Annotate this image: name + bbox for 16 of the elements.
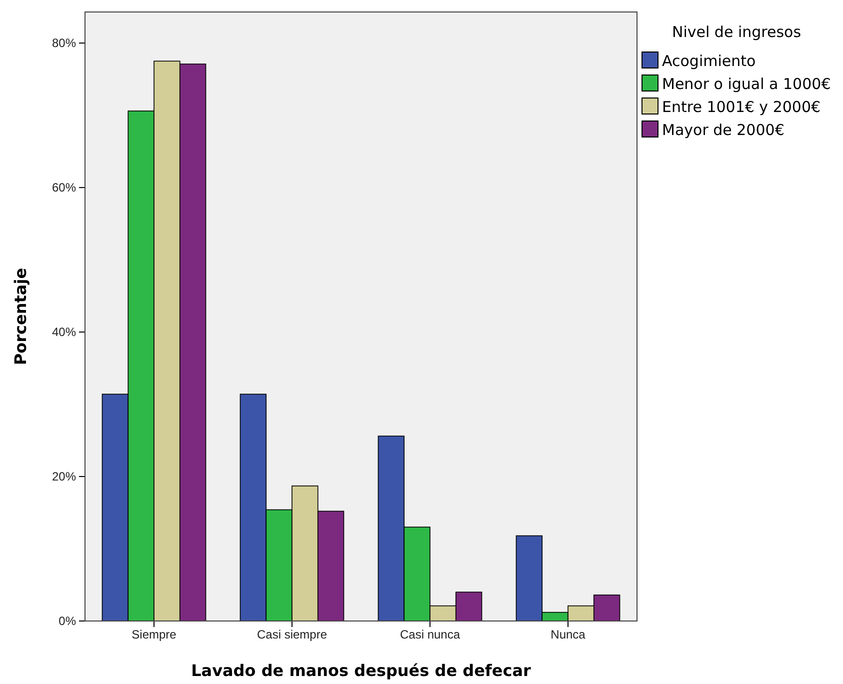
y-tick-label: 0% bbox=[58, 614, 76, 628]
legend-title: Nivel de ingresos bbox=[672, 23, 802, 41]
x-tick-label: Nunca bbox=[550, 628, 586, 642]
legend-label: Acogimiento bbox=[662, 52, 756, 70]
y-tick-label: 40% bbox=[52, 324, 76, 339]
x-axis-title: Lavado de manos después de defecar bbox=[191, 661, 532, 680]
y-tick-label: 60% bbox=[52, 180, 76, 194]
x-tick-label: Casi nunca bbox=[400, 628, 460, 642]
y-axis-title: Porcentaje bbox=[11, 268, 30, 366]
x-tick-label: Siempre bbox=[132, 628, 177, 642]
legend-label: Entre 1001€ y 2000€ bbox=[662, 98, 821, 116]
y-tick-label: 20% bbox=[52, 469, 76, 484]
legend-label: Menor o igual a 1000€ bbox=[662, 75, 831, 93]
legend-label: Mayor de 2000€ bbox=[662, 121, 784, 139]
x-tick-label: Casi siempre bbox=[256, 628, 328, 642]
y-tick-label: 80% bbox=[52, 36, 76, 50]
